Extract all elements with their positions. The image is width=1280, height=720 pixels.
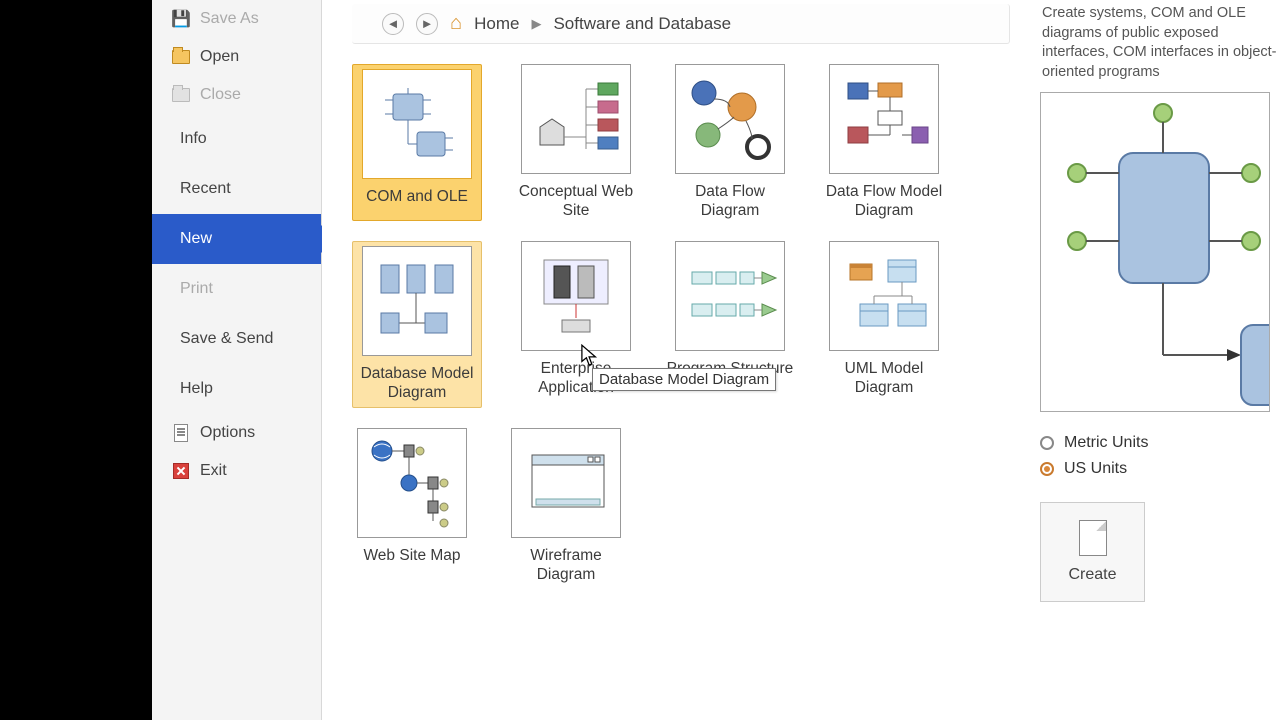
template-conceptual-web-site[interactable]: Conceptual Web Site [516, 64, 636, 221]
sidebar-item-label: Close [200, 86, 241, 104]
template-thumb [362, 246, 472, 356]
sidebar-print: Print [152, 264, 321, 314]
sidebar-item-label: Save & Send [180, 330, 273, 348]
sidebar-info[interactable]: Info [152, 114, 321, 164]
template-label: Conceptual Web Site [511, 182, 641, 221]
create-button[interactable]: Create [1040, 502, 1145, 602]
template-label: Data Flow Model Diagram [819, 182, 949, 221]
create-label: Create [1068, 566, 1116, 584]
template-thumb [675, 241, 785, 351]
radio-icon [1040, 462, 1054, 476]
template-grid: COM and OLE Conceptual Web Site [322, 54, 962, 584]
sidebar-open[interactable]: Open [152, 38, 321, 76]
sidebar-new[interactable]: New [152, 214, 321, 264]
sidebar-item-label: Save As [200, 10, 259, 28]
breadcrumb: ◄ ► ⌂ Home ▶ Software and Database [352, 4, 1010, 44]
chevron-right-icon: ▶ [531, 16, 541, 32]
tooltip: Database Model Diagram [592, 368, 776, 391]
units-group: Metric Units US Units [1040, 434, 1280, 478]
template-thumb [357, 428, 467, 538]
nav-forward-button[interactable]: ► [416, 13, 438, 35]
template-thumb [521, 64, 631, 174]
home-icon[interactable]: ⌂ [450, 12, 462, 35]
save-icon: 💾 [172, 10, 190, 28]
folder-close-icon [172, 86, 190, 104]
template-thumb [829, 241, 939, 351]
template-thumb [511, 428, 621, 538]
radio-icon [1040, 436, 1054, 450]
radio-metric-units[interactable]: Metric Units [1040, 434, 1280, 452]
sidebar-save-as: 💾 Save As [152, 0, 321, 38]
template-uml-model-diagram[interactable]: UML Model Diagram [824, 241, 944, 408]
template-thumb [362, 69, 472, 179]
sidebar-help[interactable]: Help [152, 364, 321, 414]
template-label: COM and OLE [352, 187, 482, 206]
breadcrumb-category[interactable]: Software and Database [553, 14, 731, 34]
template-data-flow-model-diagram[interactable]: Data Flow Model Diagram [824, 64, 944, 221]
template-database-model-diagram[interactable]: Database Model Diagram [352, 241, 482, 408]
template-com-and-ole[interactable]: COM and OLE [352, 64, 482, 221]
backstage-sidebar: 💾 Save As Open Close Info Recent New Pri… [152, 0, 322, 720]
folder-open-icon [172, 48, 190, 66]
template-description: Create systems, COM and OLE diagrams of … [1040, 0, 1280, 92]
nav-back-button[interactable]: ◄ [382, 13, 404, 35]
sidebar-item-label: Recent [180, 180, 231, 198]
page-icon [1079, 520, 1107, 556]
template-data-flow-diagram[interactable]: Data Flow Diagram [670, 64, 790, 221]
sidebar-recent[interactable]: Recent [152, 164, 321, 214]
template-thumb [521, 241, 631, 351]
sidebar-item-label: Exit [200, 462, 227, 480]
sidebar-item-label: Help [180, 380, 213, 398]
sidebar-item-label: Options [200, 424, 255, 442]
exit-icon [172, 462, 190, 480]
template-label: Web Site Map [347, 546, 477, 565]
template-label: Wireframe Diagram [501, 546, 631, 585]
template-label: UML Model Diagram [819, 359, 949, 398]
preview-panel: Create systems, COM and OLE diagrams of … [1030, 0, 1280, 720]
sidebar-item-label: Print [180, 280, 213, 298]
radio-label: Metric Units [1064, 434, 1148, 452]
template-web-site-map[interactable]: Web Site Map [352, 428, 472, 585]
template-label: Database Model Diagram [352, 364, 482, 403]
sidebar-options[interactable]: Options [152, 414, 321, 452]
sidebar-exit[interactable]: Exit [152, 452, 321, 490]
options-icon [172, 424, 190, 442]
template-thumb [829, 64, 939, 174]
template-gallery: ◄ ► ⌂ Home ▶ Software and Database [322, 0, 1030, 720]
breadcrumb-home[interactable]: Home [474, 14, 519, 34]
template-preview [1040, 92, 1270, 412]
sidebar-item-label: Info [180, 130, 207, 148]
radio-label: US Units [1064, 460, 1127, 478]
sidebar-save-send[interactable]: Save & Send [152, 314, 321, 364]
template-wireframe-diagram[interactable]: Wireframe Diagram [506, 428, 626, 585]
radio-us-units[interactable]: US Units [1040, 460, 1280, 478]
template-thumb [675, 64, 785, 174]
sidebar-close: Close [152, 76, 321, 114]
template-label: Data Flow Diagram [665, 182, 795, 221]
sidebar-item-label: New [180, 230, 212, 248]
sidebar-item-label: Open [200, 48, 239, 66]
